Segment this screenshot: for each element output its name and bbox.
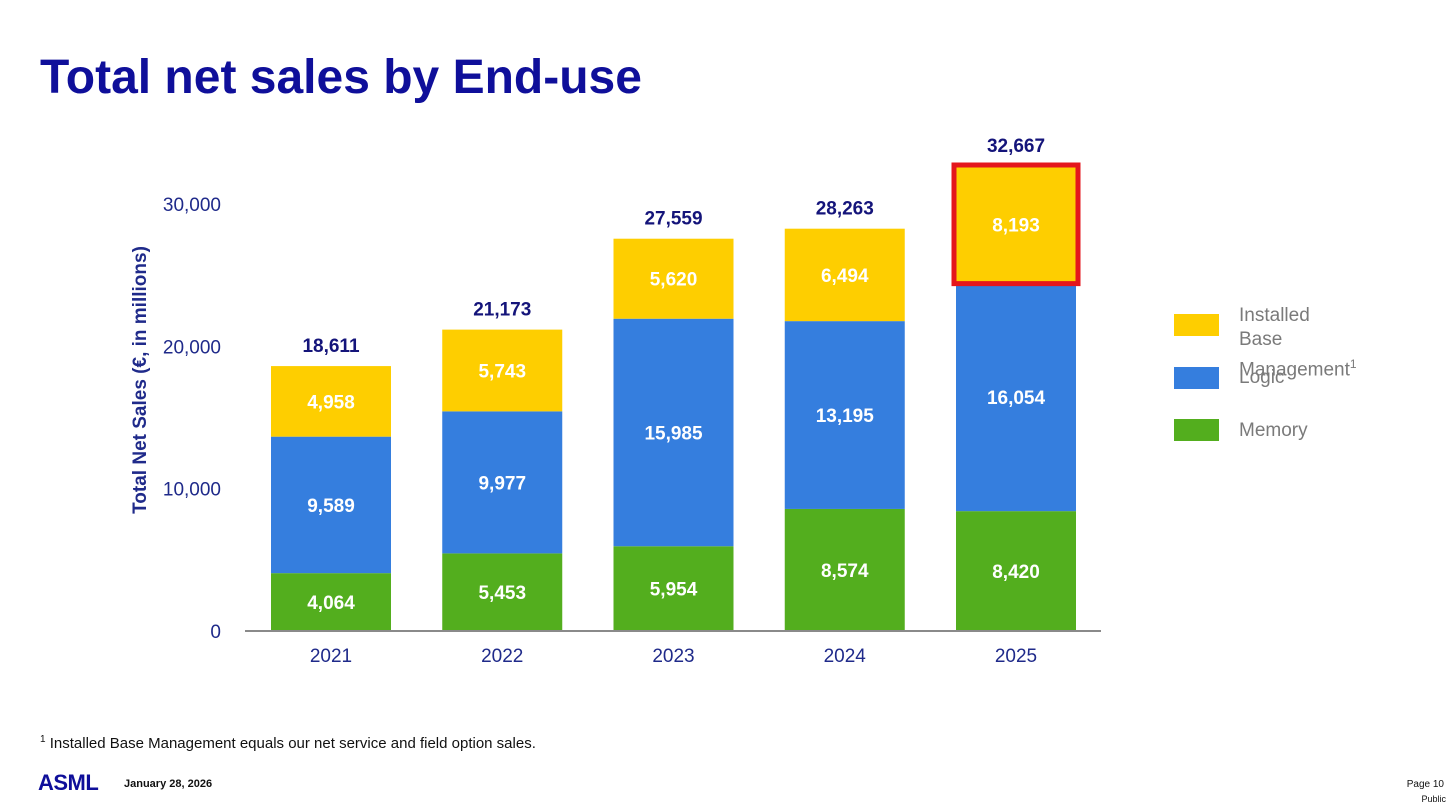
footnote: 1 Installed Base Management equals our n… bbox=[40, 734, 536, 752]
data-label-installed-base-2023: 5,620 bbox=[650, 270, 698, 291]
bar-installed-base-2024 bbox=[784, 228, 905, 322]
legend-label-memory: Memory bbox=[1239, 420, 1308, 441]
bar-memory-2021 bbox=[271, 573, 391, 631]
bar-memory-2025 bbox=[956, 511, 1076, 631]
data-label-installed-base-2021: 4,958 bbox=[307, 392, 355, 413]
y-axis-label: Total Net Sales (€, in millions) bbox=[130, 246, 151, 514]
data-label-logic-2022: 9,977 bbox=[478, 473, 526, 494]
legend-item-logic: Logic bbox=[1174, 367, 1284, 390]
y-tick-label-10000: 10,000 bbox=[163, 480, 221, 501]
total-label-2025: 32,667 bbox=[987, 136, 1045, 157]
legend-swatch-installed-base bbox=[1174, 314, 1219, 336]
bar-installed-base-2023 bbox=[613, 238, 734, 319]
data-label-installed-base-2024: 6,494 bbox=[821, 266, 869, 287]
asml-logo: ASML bbox=[38, 770, 99, 795]
data-label-memory-2023: 5,954 bbox=[650, 580, 698, 601]
footer-date: January 28, 2026 bbox=[124, 778, 213, 790]
data-label-installed-base-2025: 8,193 bbox=[992, 215, 1040, 236]
x-tick-label-2022: 2022 bbox=[481, 646, 523, 667]
stacked-bar-chart: 4,064 9,589 4,958 18,611 2021 5,453 9,977 5,743… bbox=[130, 136, 1101, 667]
data-label-memory-2025: 8,420 bbox=[992, 562, 1040, 583]
legend-swatch-memory bbox=[1174, 419, 1219, 441]
x-tick-label-2025: 2025 bbox=[995, 646, 1037, 667]
classification-label: Public bbox=[1421, 794, 1446, 804]
data-label-memory-2021: 4,064 bbox=[307, 593, 355, 614]
total-label-2023: 27,559 bbox=[644, 209, 702, 230]
page-number: Page 10 bbox=[1406, 779, 1444, 790]
bar-logic-2021 bbox=[271, 436, 391, 574]
x-tick-label-2024: 2024 bbox=[824, 646, 867, 667]
bar-installed-base-2025 bbox=[956, 166, 1076, 283]
total-label-2022: 21,173 bbox=[473, 300, 531, 321]
bar-memory-2023 bbox=[613, 546, 734, 631]
bar-logic-2024 bbox=[784, 321, 905, 509]
legend-item-installed-base: Installed Base Management1 bbox=[1174, 305, 1357, 382]
x-tick-label-2023: 2023 bbox=[652, 646, 694, 667]
total-label-2021: 18,611 bbox=[302, 336, 359, 357]
bar-installed-base-2022 bbox=[442, 329, 563, 412]
data-label-logic-2025: 16,054 bbox=[987, 388, 1046, 409]
bar-memory-2022 bbox=[442, 553, 563, 631]
bar-memory-2024 bbox=[784, 508, 905, 631]
data-label-logic-2023: 15,985 bbox=[644, 423, 703, 444]
y-tick-label-0: 0 bbox=[210, 622, 221, 643]
bar-installed-base-2021 bbox=[271, 366, 391, 437]
y-tick-label-30000: 30,000 bbox=[163, 195, 221, 216]
bar-logic-2022 bbox=[442, 411, 563, 554]
footnote-text: Installed Base Management equals our net… bbox=[45, 735, 536, 752]
legend-item-memory: Memory bbox=[1174, 419, 1308, 443]
legend-label-installed-base: Installed Base Management1 bbox=[1239, 305, 1357, 381]
data-label-logic-2021: 9,589 bbox=[307, 496, 355, 517]
total-label-2024: 28,263 bbox=[816, 199, 874, 220]
footnote-mark: 1 bbox=[40, 734, 46, 745]
y-tick-label-20000: 20,000 bbox=[163, 337, 221, 358]
data-label-memory-2024: 8,574 bbox=[821, 561, 869, 582]
bar-logic-2025 bbox=[956, 282, 1076, 512]
data-label-logic-2024: 13,195 bbox=[816, 406, 875, 427]
data-label-installed-base-2022: 5,743 bbox=[478, 361, 526, 382]
legend-label-logic: Logic bbox=[1239, 367, 1285, 388]
bar-logic-2023 bbox=[613, 318, 734, 547]
legend-swatch-logic bbox=[1174, 367, 1219, 389]
data-label-memory-2022: 5,453 bbox=[478, 583, 526, 604]
highlight-box-2025 bbox=[951, 162, 1081, 287]
x-tick-label-2021: 2021 bbox=[310, 646, 352, 667]
page-title: Total net sales by End-use bbox=[40, 51, 642, 104]
